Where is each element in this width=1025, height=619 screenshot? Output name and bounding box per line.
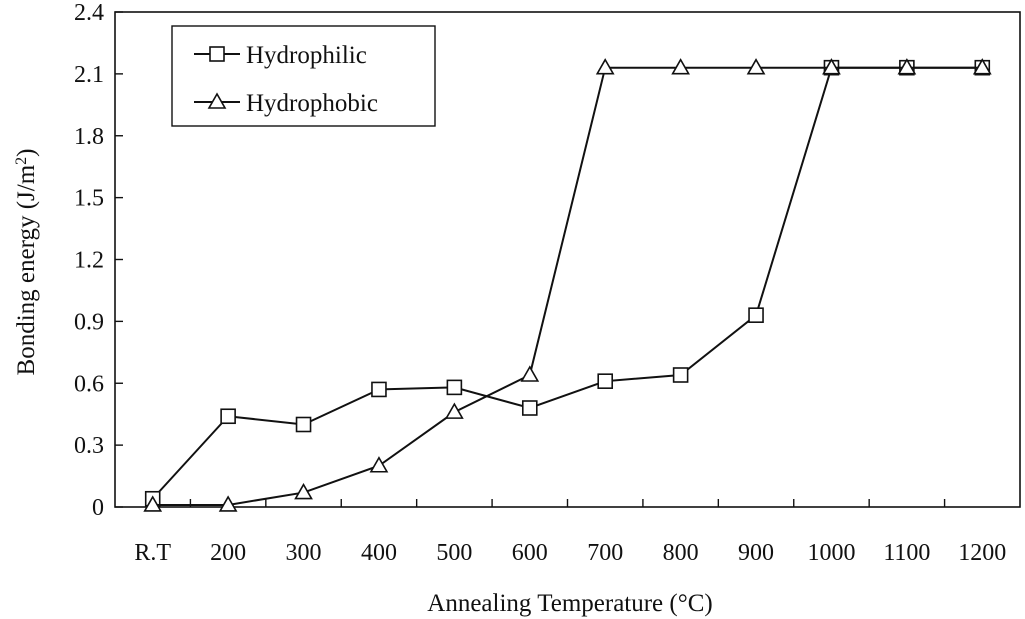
data-point-hydrophobic: [972, 58, 992, 75]
data-point-hydrophobic: [595, 58, 615, 75]
data-point-hydrophobic: [444, 402, 464, 419]
x-tick-label: R.T: [134, 540, 171, 566]
x-tick-label: 300: [286, 540, 322, 566]
data-point-hydrophilic: [748, 307, 764, 323]
y-axis-label-sup: 2: [13, 157, 30, 165]
legend-entry-hydrophilic: Hydrophilic: [194, 42, 367, 69]
data-point-hydrophobic: [897, 58, 917, 75]
series-line-hydrophobic: [152, 66, 983, 506]
y-tick-label: 1.8: [74, 124, 104, 150]
x-tick-label: 800: [663, 540, 699, 566]
series-line-hydrophilic: [151, 66, 983, 500]
tick-labels: 0 0.3 0.6 0.9 1.2 1.5 1.8 2.1 2.4 R.T 200 300 400 500…: [74, 0, 1006, 566]
y-tick-label: 0: [92, 495, 104, 521]
x-tick-label: 200: [210, 540, 246, 566]
legend: Hydrophilic Hydrophobic: [171, 25, 436, 127]
data-point-hydrophobic: [671, 58, 691, 75]
y-tick-label: 2.4: [74, 0, 104, 26]
y-tick-label: 0.9: [74, 309, 104, 335]
x-axis-label: Annealing Temperature (°C): [427, 590, 712, 617]
data-point-hydrophobic: [218, 495, 238, 512]
x-tick-label: 1100: [883, 540, 930, 566]
data-point-hydrophilic: [672, 367, 689, 383]
y-tick-label: 0.6: [74, 371, 104, 397]
y-axis-label-main: Bonding energy (J/m: [13, 164, 40, 375]
data-point-hydrophobic: [143, 495, 163, 512]
data-point-hydrophilic: [446, 379, 463, 396]
series-hydrophilic: [144, 59, 991, 507]
y-tick-label: 0.3: [74, 433, 104, 459]
data-point-hydrophilic: [597, 373, 614, 389]
data-point-hydrophobic: [294, 482, 313, 500]
x-tick-label: 1000: [807, 540, 855, 566]
data-point-hydrophilic: [371, 381, 387, 398]
x-tick-label: 500: [436, 540, 472, 566]
x-tick-label: 600: [512, 540, 548, 566]
axes: [114, 11, 1021, 508]
y-tick-label: 1.5: [74, 186, 104, 212]
legend-label-hydrophobic: Hydrophobic: [246, 90, 378, 117]
legend-entry-hydrophobic: Hydrophobic: [194, 90, 378, 117]
series: [143, 58, 992, 512]
legend-label-hydrophilic: Hydrophilic: [246, 42, 367, 69]
legend-marker-hydrophobic: [207, 92, 227, 109]
x-tick-label: 700: [587, 540, 623, 566]
x-tick-label: 400: [361, 540, 397, 566]
y-axis-label: Bonding energy (J/m2): [13, 149, 41, 376]
y-axis-label-close: ): [13, 149, 40, 157]
data-point-hydrophilic: [220, 408, 236, 425]
data-point-hydrophobic: [520, 365, 540, 382]
legend-marker-hydrophilic: [209, 46, 225, 62]
legend-box: [171, 25, 436, 127]
y-tick-label: 1.2: [74, 248, 104, 274]
x-tick-label: 900: [738, 540, 774, 566]
series-hydrophobic: [143, 58, 992, 512]
data-point-hydrophobic: [822, 58, 841, 75]
x-tick-label: 1200: [958, 540, 1006, 566]
data-point-hydrophobic: [369, 456, 389, 473]
data-point-hydrophilic: [521, 400, 538, 416]
data-point-hydrophobic: [746, 58, 766, 75]
data-point-hydrophilic: [295, 416, 312, 433]
y-tick-label: 2.1: [74, 62, 104, 88]
